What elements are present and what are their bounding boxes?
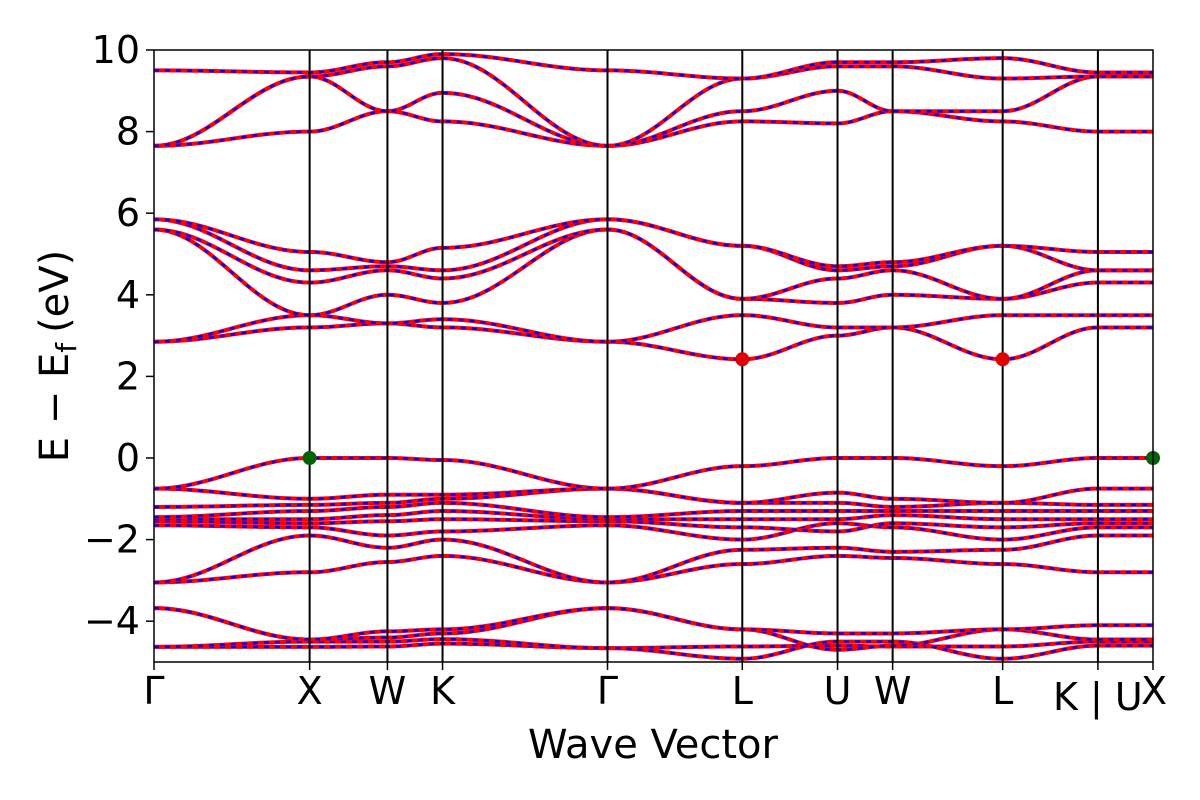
band-19-dash [154,218,1153,268]
cbm-marker-2 [995,352,1010,367]
y-axis-label-unit: (eV) [32,250,78,333]
high-symmetry-lines [308,50,1099,662]
x-tick-label: X [297,669,323,713]
band-1-dash [154,640,1153,650]
y-tick-label: 0 [116,436,140,480]
x-tick-label: L [732,669,753,713]
band-21-dash [154,75,1153,148]
y-tick-label: 10 [92,28,140,72]
cbm-marker-1 [735,352,750,367]
y-tick-label: 2 [116,354,140,398]
y-axis-label: E − Ef (eV) [32,250,83,463]
y-axis-label-subscript: f [50,342,83,353]
vbm-marker-1 [302,451,317,465]
band-11-dash [154,487,1153,509]
band-16-dash [154,228,1153,317]
y-tick-label: 6 [116,191,140,235]
band-12-dash [154,487,1153,505]
band-14-dash [154,322,1153,361]
x-tick-label: Γ [597,669,618,713]
x-tick-label: K [430,669,456,713]
band-edge-markers [302,352,1160,465]
band-10-dash [154,501,1153,519]
x-tick-label: W [874,669,912,713]
x-tick-label: U [824,669,852,713]
y-tick-label: −2 [84,518,140,562]
x-tick-label: Γ [143,669,164,713]
y-axis-label-main: E − E [32,353,78,463]
y-axis-ticks: −4 −2 0 2 4 6 8 10 [84,28,154,643]
y-tick-label: 4 [116,273,140,317]
x-axis-label: Wave Vector [528,722,779,768]
band-9-dash [154,509,1153,521]
x-tick-label: W [369,669,407,713]
y-tick-label: 8 [116,110,140,154]
band-8-dash [154,517,1153,533]
x-tick-label: X [1141,669,1167,713]
plot-frame [153,49,1154,663]
y-tick-label: −4 [84,599,140,643]
x-tick-label: L [992,669,1013,713]
band-lines [154,52,1153,661]
x-tick-label: K | U [1053,675,1143,720]
